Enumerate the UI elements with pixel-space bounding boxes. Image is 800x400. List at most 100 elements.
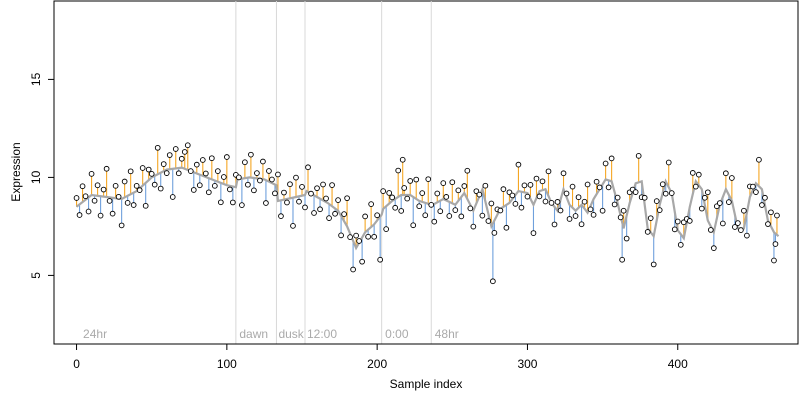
annotation-label: 0:00: [385, 327, 409, 341]
data-point: [284, 199, 290, 206]
data-point: [115, 193, 122, 200]
data-point: [79, 183, 86, 190]
data-point: [317, 206, 323, 213]
data-point: [395, 167, 402, 174]
data-point: [476, 191, 483, 198]
data-point: [656, 207, 663, 213]
data-point: [422, 212, 429, 219]
x-tick-label: 200: [367, 357, 387, 371]
annotation-label: dusk: [278, 327, 304, 341]
data-point: [726, 199, 732, 205]
data-point: [383, 226, 390, 232]
data-point: [350, 266, 356, 273]
data-point: [199, 157, 206, 163]
data-point: [248, 151, 254, 158]
data-point: [260, 158, 266, 165]
x-tick-label: 100: [217, 357, 237, 371]
data-point: [230, 199, 236, 206]
data-point: [353, 232, 359, 239]
data-point: [145, 166, 152, 173]
data-points: [73, 142, 780, 285]
data-point: [524, 193, 531, 200]
data-point: [470, 223, 477, 230]
data-point: [704, 189, 711, 196]
data-point: [320, 181, 326, 188]
data-point: [178, 155, 185, 162]
data-point: [593, 178, 600, 185]
data-point: [356, 238, 362, 244]
data-point: [399, 156, 406, 163]
data-point: [759, 202, 765, 208]
data-point: [560, 170, 567, 177]
x-tick-label: 400: [668, 357, 688, 371]
data-point: [707, 227, 714, 233]
data-point: [716, 200, 723, 206]
data-point: [154, 144, 161, 151]
data-point: [614, 194, 621, 201]
data-point: [293, 174, 299, 181]
data-point: [723, 170, 729, 177]
data-point: [762, 194, 768, 201]
data-point: [239, 202, 245, 208]
data-point: [772, 241, 779, 247]
data-point: [401, 185, 408, 191]
data-point: [509, 192, 516, 199]
data-point: [653, 198, 660, 204]
data-point: [272, 190, 278, 197]
annotation-label: 48hr: [435, 327, 459, 341]
data-point: [196, 182, 203, 189]
data-point: [665, 159, 672, 166]
data-point: [521, 182, 528, 189]
data-point: [251, 187, 257, 194]
data-point: [419, 190, 426, 196]
data-point: [587, 206, 594, 213]
data-point: [332, 210, 338, 217]
data-point: [741, 207, 747, 214]
y-axis: 5 10 15: [29, 72, 55, 279]
data-point: [596, 184, 603, 191]
data-point: [314, 185, 320, 192]
y-tick-label: 5: [29, 272, 43, 279]
data-point: [671, 226, 678, 233]
data-point: [464, 167, 471, 174]
data-point: [674, 218, 681, 225]
data-point: [290, 223, 296, 229]
data-point: [187, 168, 194, 174]
data-point: [443, 194, 450, 200]
data-point: [338, 232, 344, 239]
data-point: [584, 181, 591, 188]
data-point: [551, 221, 558, 228]
data-point: [202, 170, 209, 177]
data-point: [647, 215, 654, 222]
data-point: [130, 202, 137, 208]
data-point: [605, 184, 612, 191]
data-point: [662, 190, 669, 197]
data-point: [410, 222, 417, 229]
data-point: [533, 175, 540, 182]
data-point: [467, 205, 474, 212]
data-point: [242, 159, 248, 166]
data-point: [566, 216, 573, 222]
data-point: [744, 232, 750, 239]
data-point: [257, 177, 263, 184]
data-point: [563, 190, 570, 197]
data-point: [160, 161, 167, 167]
data-point: [371, 233, 377, 240]
data-point: [302, 204, 308, 211]
data-point: [82, 193, 89, 200]
data-point: [299, 184, 305, 190]
data-point: [719, 220, 726, 227]
data-point: [236, 174, 242, 181]
data-point: [365, 233, 371, 240]
x-axis-label: Sample index: [390, 377, 463, 391]
data-point: [500, 186, 507, 193]
data-point: [217, 199, 224, 206]
data-point: [362, 213, 368, 220]
data-point: [590, 211, 597, 218]
data-point: [701, 194, 708, 201]
data-point: [617, 214, 624, 221]
data-point: [416, 203, 423, 210]
data-point: [341, 211, 347, 217]
data-point: [581, 198, 588, 205]
